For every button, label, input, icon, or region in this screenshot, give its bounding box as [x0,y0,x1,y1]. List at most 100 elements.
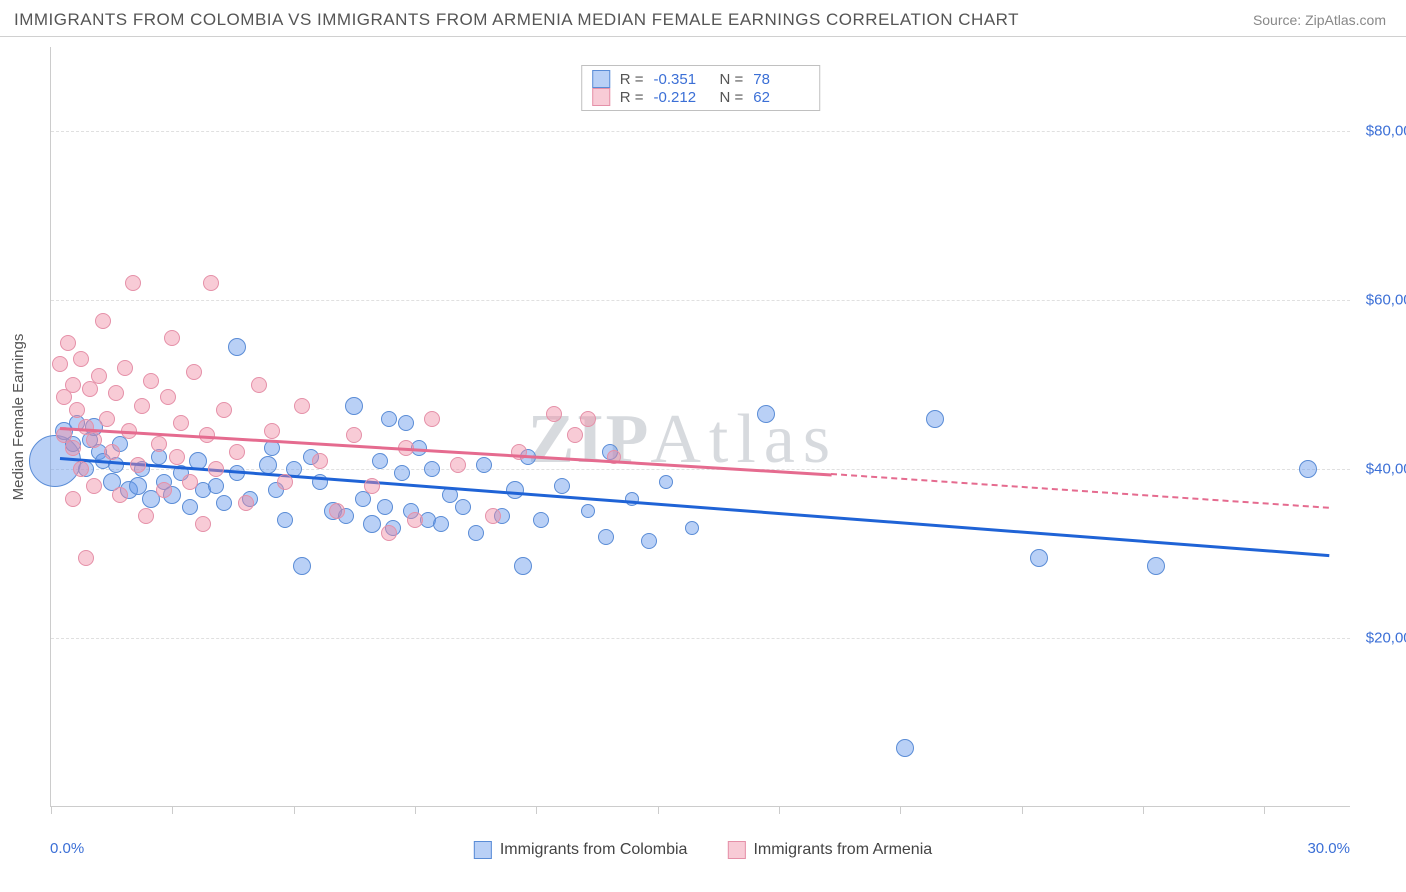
data-point [182,499,198,515]
data-point [514,557,532,575]
data-point [407,512,423,528]
x-axis-end: 30.0% [1307,840,1350,857]
legend-label-colombia: Immigrants from Colombia [500,841,688,859]
plot-area: R = -0.351 N = 78 R = -0.212 N = 62 ZIPA… [50,47,1350,807]
data-point [567,427,583,443]
legend-label-armenia: Immigrants from Armenia [753,841,932,859]
data-point [73,351,89,367]
data-point [86,478,102,494]
data-point [377,499,393,515]
data-point [394,465,410,481]
source-label: Source: ZipAtlas.com [1253,12,1386,28]
data-point [99,411,115,427]
x-tick [294,806,295,814]
data-point [156,482,172,498]
swatch-colombia [474,841,492,859]
data-point [450,457,466,473]
data-point [533,512,549,528]
swatch-armenia [727,841,745,859]
data-point [112,487,128,503]
data-point [363,515,381,533]
data-point [581,504,595,518]
data-point [151,436,167,452]
data-point [125,275,141,291]
data-point [381,411,397,427]
x-tick [51,806,52,814]
data-point [424,461,440,477]
x-tick [536,806,537,814]
data-point [134,398,150,414]
data-point [182,474,198,490]
y-tick-label: $60,000 [1358,292,1406,309]
data-point [164,330,180,346]
y-axis-label: Median Female Earnings [10,334,27,501]
x-tick [1264,806,1265,814]
data-point [277,474,293,490]
data-point [312,453,328,469]
data-point [130,457,146,473]
data-point [186,364,202,380]
data-point [277,512,293,528]
data-point [108,385,124,401]
trend-line-dashed [831,473,1329,509]
swatch-armenia [592,88,610,106]
data-point [485,508,501,524]
series-legend: Immigrants from Colombia Immigrants from… [474,841,932,859]
data-point [238,495,254,511]
y-tick-label: $40,000 [1358,461,1406,478]
n-value-armenia: 62 [753,89,809,106]
swatch-colombia [592,70,610,88]
data-point [580,411,596,427]
data-point [78,550,94,566]
stats-row-armenia: R = -0.212 N = 62 [592,88,810,106]
data-point [228,338,246,356]
data-point [95,313,111,329]
data-point [73,461,89,477]
data-point [143,373,159,389]
data-point [259,456,277,474]
title-bar: IMMIGRANTS FROM COLOMBIA VS IMMIGRANTS F… [0,0,1406,37]
y-tick-label: $80,000 [1358,123,1406,140]
n-label: N = [720,71,744,88]
data-point [251,377,267,393]
data-point [1299,460,1317,478]
data-point [554,478,570,494]
r-label: R = [620,71,644,88]
grid-line [51,300,1350,301]
data-point [86,432,102,448]
data-point [91,368,107,384]
x-tick [900,806,901,814]
data-point [65,377,81,393]
data-point [52,356,68,372]
data-point [160,389,176,405]
x-axis-start: 0.0% [50,840,84,857]
data-point [1030,549,1048,567]
data-point [169,449,185,465]
data-point [926,410,944,428]
data-point [659,475,673,489]
grid-line [51,469,1350,470]
data-point [345,397,363,415]
n-value-colombia: 78 [753,71,809,88]
data-point [294,398,310,414]
chart-container: Median Female Earnings R = -0.351 N = 78… [0,37,1406,887]
stats-legend: R = -0.351 N = 78 R = -0.212 N = 62 [581,65,821,111]
data-point [346,427,362,443]
data-point [546,406,562,422]
legend-item-colombia: Immigrants from Colombia [474,841,688,859]
r-label: R = [620,89,644,106]
data-point [264,423,280,439]
data-point [173,415,189,431]
data-point [372,453,388,469]
x-tick [172,806,173,814]
data-point [216,402,232,418]
x-tick [658,806,659,814]
x-tick [779,806,780,814]
grid-line [51,638,1350,639]
y-tick-label: $20,000 [1358,630,1406,647]
grid-line [51,131,1350,132]
data-point [293,557,311,575]
data-point [476,457,492,473]
data-point [65,491,81,507]
data-point [455,499,471,515]
